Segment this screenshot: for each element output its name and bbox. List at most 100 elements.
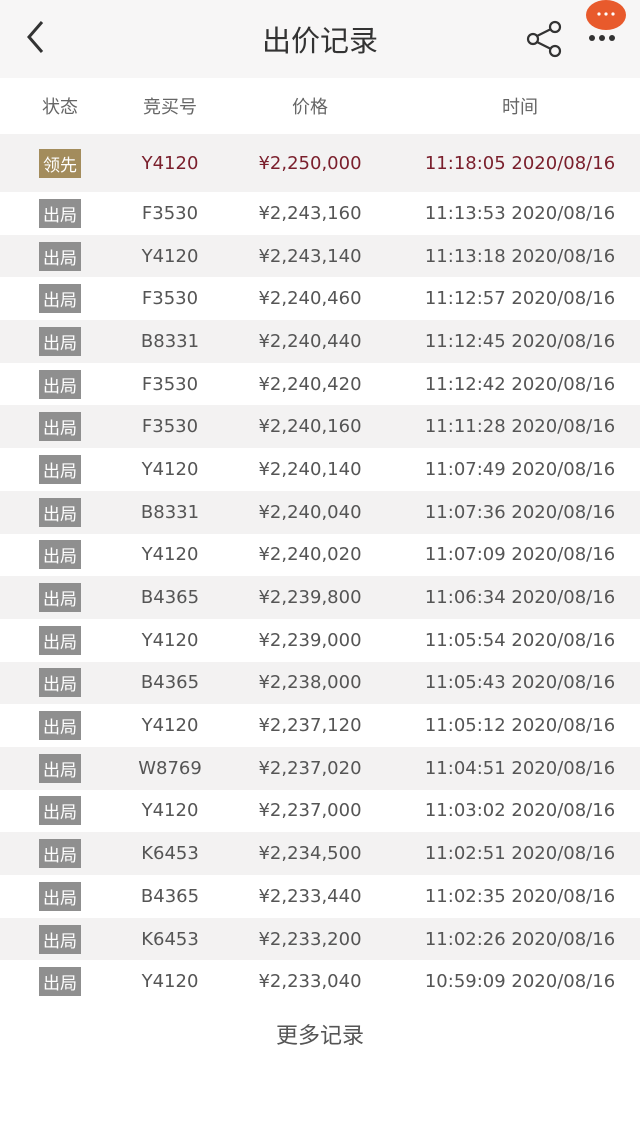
- status-badge: 出局: [39, 412, 81, 442]
- bidder-number: Y4120: [141, 800, 199, 822]
- bid-price: ¥2,233,040: [258, 971, 362, 993]
- table-header: 状态 竞买号 价格 时间: [0, 78, 640, 134]
- bid-time: 11:02:51 2020/08/16: [424, 843, 616, 865]
- bid-price: ¥2,240,460: [258, 288, 362, 310]
- bid-time: 11:02:26 2020/08/16: [424, 928, 616, 950]
- bid-price: ¥2,234,500: [258, 843, 362, 865]
- bid-time: 11:04:51 2020/08/16: [424, 757, 616, 779]
- table-row: 出局 B4365 ¥2,239,800 11:06:34 2020/08/16: [0, 576, 640, 619]
- status-badge: 出局: [39, 540, 81, 570]
- chevron-left-icon[interactable]: [20, 18, 60, 58]
- bid-price: ¥2,240,160: [258, 416, 362, 438]
- table-row: 出局 Y4120 ¥2,237,000 11:03:02 2020/08/16: [0, 790, 640, 833]
- table-row: 出局 Y4120 ¥2,243,140 11:13:18 2020/08/16: [0, 234, 640, 278]
- notification-badge: [586, 0, 626, 30]
- status-badge: 出局: [39, 924, 81, 954]
- table-row: 出局 F3530 ¥2,240,420 11:12:42 2020/08/16: [0, 363, 640, 406]
- share-icon[interactable]: [524, 20, 564, 58]
- status-badge: 出局: [39, 711, 81, 741]
- bid-price: ¥2,233,200: [258, 928, 362, 950]
- bid-time: 10:59:09 2020/08/16: [424, 971, 616, 993]
- status-badge: 出局: [39, 497, 81, 527]
- column-bidder: 竞买号: [143, 97, 197, 118]
- bid-price: ¥2,240,440: [258, 330, 362, 352]
- bidder-number: Y4120: [141, 971, 199, 993]
- bid-price: ¥2,243,160: [258, 202, 362, 224]
- table-row: 领先 Y4120 ¥2,250,000 11:18:05 2020/08/16: [0, 134, 640, 192]
- bidder-number: Y4120: [141, 544, 199, 566]
- table-row: 出局 B4365 ¥2,238,000 11:05:43 2020/08/16: [0, 661, 640, 705]
- bid-time: 11:05:43 2020/08/16: [424, 672, 616, 694]
- bid-time: 11:02:35 2020/08/16: [424, 885, 616, 907]
- bidder-number: F3530: [141, 202, 199, 224]
- status-badge: 出局: [39, 881, 81, 911]
- column-status: 状态: [42, 97, 78, 118]
- bid-time: 11:11:28 2020/08/16: [424, 416, 616, 438]
- table-row: 出局 F3530 ¥2,243,160 11:13:53 2020/08/16: [0, 192, 640, 235]
- bid-time: 11:03:02 2020/08/16: [424, 800, 616, 822]
- bidder-number: B4365: [140, 672, 200, 694]
- status-badge: 出局: [39, 625, 81, 655]
- bid-price: ¥2,240,040: [258, 501, 362, 523]
- table-row: 出局 K6453 ¥2,234,500 11:02:51 2020/08/16: [0, 832, 640, 875]
- bidder-number: B8331: [140, 330, 200, 352]
- bid-time: 11:05:12 2020/08/16: [424, 715, 616, 737]
- bid-time: 11:06:34 2020/08/16: [424, 587, 616, 609]
- bidder-number: Y4120: [141, 458, 199, 480]
- bidder-number: W8769: [138, 757, 202, 779]
- bid-time: 11:12:45 2020/08/16: [424, 330, 616, 352]
- status-badge: 出局: [39, 454, 81, 484]
- bidder-number: K6453: [141, 843, 199, 865]
- bid-time: 11:05:54 2020/08/16: [424, 629, 616, 651]
- bidder-number: K6453: [141, 928, 199, 950]
- bid-price: ¥2,233,440: [258, 885, 362, 907]
- bidder-number: F3530: [141, 416, 199, 438]
- status-badge: 出局: [39, 326, 81, 356]
- table-row: 出局 W8769 ¥2,237,020 11:04:51 2020/08/16: [0, 746, 640, 790]
- status-badge: 出局: [39, 198, 81, 228]
- status-badge: 出局: [39, 753, 81, 783]
- column-price: 价格: [292, 97, 328, 118]
- bidder-number: Y4120: [141, 152, 199, 174]
- bidder-number: B8331: [140, 501, 200, 523]
- more-records-link[interactable]: 更多记录: [275, 1024, 364, 1049]
- bid-price: ¥2,250,000: [258, 152, 362, 174]
- bid-time: 11:12:42 2020/08/16: [424, 373, 616, 395]
- status-badge: 出局: [39, 967, 81, 997]
- table-row: 出局 F3530 ¥2,240,160 11:11:28 2020/08/16: [0, 405, 640, 449]
- status-badge: 领先: [39, 148, 81, 178]
- bid-price: ¥2,239,000: [258, 629, 362, 651]
- nav-bar: 出价记录: [0, 0, 640, 78]
- table-row: 出局 B8331 ¥2,240,440 11:12:45 2020/08/16: [0, 320, 640, 363]
- bid-price: ¥2,237,120: [258, 715, 362, 737]
- bid-price: ¥2,240,420: [258, 373, 362, 395]
- status-badge: 出局: [39, 839, 81, 869]
- bid-price: ¥2,238,000: [258, 672, 362, 694]
- table-row: 出局 B8331 ¥2,240,040 11:07:36 2020/08/16: [0, 490, 640, 534]
- table-row: 出局 Y4120 ¥2,239,000 11:05:54 2020/08/16: [0, 619, 640, 662]
- bidder-number: F3530: [141, 288, 199, 310]
- table-row: 出局 K6453 ¥2,233,200 11:02:26 2020/08/16: [0, 917, 640, 961]
- bidder-number: F3530: [141, 373, 199, 395]
- bid-price: ¥2,239,800: [258, 587, 362, 609]
- bidder-number: Y4120: [141, 715, 199, 737]
- table-row: 出局 Y4120 ¥2,233,040 10:59:09 2020/08/16: [0, 960, 640, 1003]
- more-dots-icon[interactable]: [584, 22, 624, 52]
- bid-time: 11:07:49 2020/08/16: [424, 458, 616, 480]
- bid-time: 11:18:05 2020/08/16: [424, 152, 616, 174]
- status-badge: 出局: [39, 796, 81, 826]
- bid-price: ¥2,240,020: [258, 544, 362, 566]
- status-badge: 出局: [39, 668, 81, 698]
- table-row: 出局 B4365 ¥2,233,440 11:02:35 2020/08/16: [0, 875, 640, 918]
- status-badge: 出局: [39, 583, 81, 613]
- bidder-number: B4365: [140, 587, 200, 609]
- status-badge: 出局: [39, 369, 81, 399]
- table-row: 出局 Y4120 ¥2,237,120 11:05:12 2020/08/16: [0, 704, 640, 747]
- status-badge: 出局: [39, 284, 81, 314]
- bid-list: 领先 Y4120 ¥2,250,000 11:18:05 2020/08/16 出…: [0, 134, 640, 1003]
- bidder-number: Y4120: [141, 245, 199, 267]
- table-row: 出局 Y4120 ¥2,240,140 11:07:49 2020/08/16: [0, 448, 640, 491]
- column-time: 时间: [502, 97, 538, 118]
- bid-price: ¥2,240,140: [258, 458, 362, 480]
- bid-time: 11:07:36 2020/08/16: [424, 501, 616, 523]
